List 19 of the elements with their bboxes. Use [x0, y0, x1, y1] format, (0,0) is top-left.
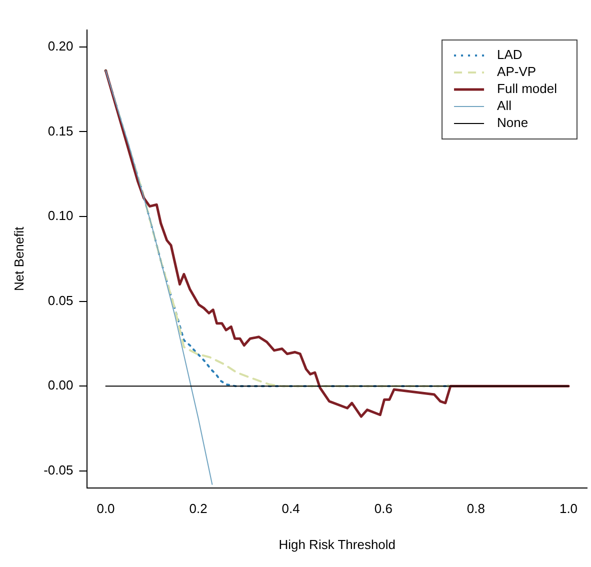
y-tick-label: 0.05: [48, 292, 74, 308]
y-tick-label: -0.05: [44, 462, 74, 478]
y-tick-label: 0.10: [48, 208, 74, 224]
y-tick-label: 0.20: [48, 38, 74, 54]
x-tick-label: 0.6: [374, 501, 392, 516]
x-tick-label: 1.0: [559, 501, 578, 516]
y-tick-label: 0.00: [48, 378, 74, 393]
x-tick-label: 0.2: [189, 501, 208, 516]
legend-label: All: [497, 98, 512, 114]
legend-label: LAD: [497, 47, 522, 62]
legend-label: Full model: [497, 81, 558, 96]
x-tick-label: 0.0: [96, 501, 115, 516]
y-axis-title: Net Benefit: [11, 226, 26, 292]
x-tick-label: 0.8: [466, 501, 485, 516]
y-tick-label: 0.15: [48, 123, 74, 138]
legend-label: AP-VP: [497, 64, 536, 80]
x-tick-label: 0.4: [282, 501, 300, 516]
legend-label: None: [497, 115, 528, 130]
x-axis-title: High Risk Threshold: [278, 536, 396, 552]
